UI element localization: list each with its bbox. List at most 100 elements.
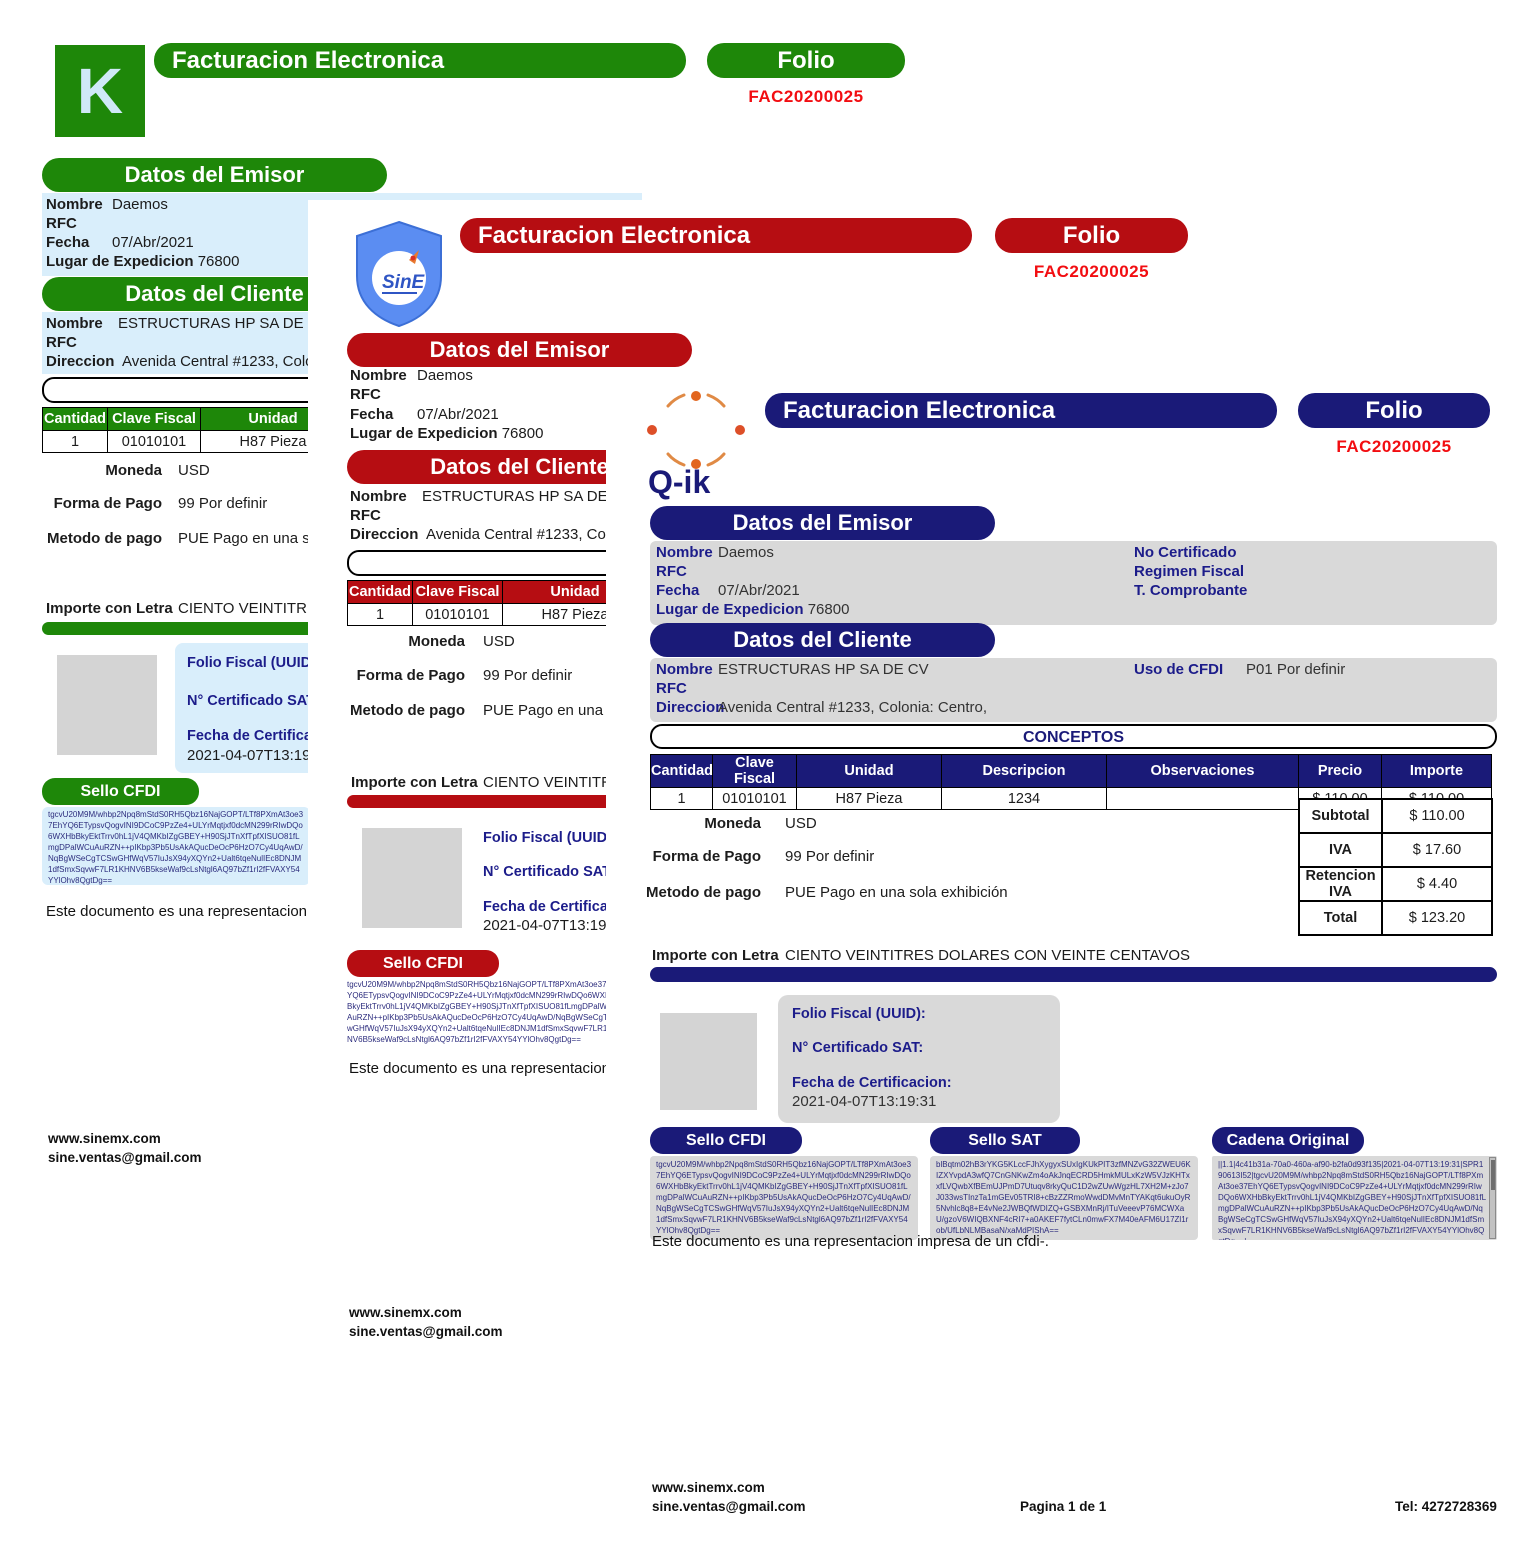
qr-placeholder xyxy=(660,1013,757,1110)
green-title-bar: Facturacion Electronica xyxy=(154,43,686,78)
retencion-iva-value: $ 4.40 xyxy=(1381,866,1493,902)
cadena-original-pill: Cadena Original xyxy=(1212,1127,1364,1154)
fecha-cert-value: 2021-04-07T13:19:31 xyxy=(187,747,332,764)
fecha-cert-label: Fecha de Certificacion: xyxy=(792,1075,952,1091)
col-unidad: Unidad xyxy=(796,754,942,788)
totals-table: Subtotal $ 110.00 IVA $ 17.60 Retencion IV… xyxy=(1298,798,1493,936)
col-cantidad: Cantidad xyxy=(42,407,108,431)
col-clave-fiscal: Clave Fiscal xyxy=(107,407,201,431)
col-importe: Importe xyxy=(1381,754,1492,788)
iva-value: $ 17.60 xyxy=(1381,832,1493,868)
blue-fiscal-box xyxy=(778,995,1060,1123)
fecha-cert-label: Fecha de Certificacion: xyxy=(483,899,643,915)
blue-qik-logo-icon xyxy=(647,391,745,469)
col-descripcion: Descripcion xyxy=(941,754,1107,788)
emisor-lugar-row: Lugar de Expedicion 76800 xyxy=(350,425,544,442)
cadena-scrollbar-thumb[interactable] xyxy=(1491,1160,1495,1190)
green-sello-cfdi-pill: Sello CFDI xyxy=(42,778,199,805)
green-folio-bar: Folio xyxy=(707,43,905,78)
forma-pago-label: Forma de Pago xyxy=(53,495,162,512)
metodo-pago-label: Metodo de pago xyxy=(350,702,465,719)
blue-folio-number: FAC20200025 xyxy=(1336,437,1452,456)
footer-web: www.sinemx.com xyxy=(652,1480,765,1495)
red-shield-logo-icon: SinE xyxy=(356,220,442,328)
blue-cliente-box xyxy=(650,658,1497,722)
blue-title-bar: Facturacion Electronica xyxy=(765,393,1277,428)
blue-conceptos-table: Cantidad Clave Fiscal Unidad Descripcion… xyxy=(650,754,1492,810)
cliente-nombre-row: Nombre ESTRUCTURAS HP SA DE CV xyxy=(656,661,929,678)
col-clave-fiscal: Clave Fiscal xyxy=(712,754,797,788)
importe-letra-value: CIENTO VEINTITRES DOLARES CON VEINTE CEN… xyxy=(785,947,1191,964)
moneda-value: USD xyxy=(785,815,817,832)
emisor-fecha-row: Fecha 07/Abr/2021 xyxy=(46,234,194,251)
fecha-cert-label: Fecha de Certificacion: xyxy=(187,728,347,744)
cell-cantidad: 1 xyxy=(650,787,713,810)
cfdi-legend: Este documento es una representacion imp… xyxy=(652,1233,1049,1250)
red-title-bar: Facturacion Electronica xyxy=(460,218,972,253)
importe-letra-label: Importe con Letra xyxy=(652,947,779,964)
cell-descripcion: 1234 xyxy=(941,787,1107,810)
uso-cfdi-label: Uso de CFDI xyxy=(1134,661,1224,678)
footer-web: www.sinemx.com xyxy=(349,1305,462,1320)
table-header-row: Cantidad Clave Fiscal Unidad Descripcion… xyxy=(650,754,1492,788)
emisor-fecha-row: Fecha 07/Abr/2021 xyxy=(656,582,800,599)
red-folio-bar: Folio xyxy=(995,218,1188,253)
cert-sat-label: N° Certificado SAT: xyxy=(792,1040,924,1056)
emisor-rfc-row: RFC xyxy=(350,386,381,403)
moneda-label: Moneda xyxy=(704,815,761,832)
metodo-pago-value: PUE Pago en una sola exhibición xyxy=(785,884,1008,901)
cadena-scrollbar[interactable] xyxy=(1489,1157,1496,1239)
col-cantidad: Cantidad xyxy=(347,580,413,604)
fecha-cert-value: 2021-04-07T13:19:31 xyxy=(792,1093,937,1110)
red-sello-cfdi-pill: Sello CFDI xyxy=(347,950,499,977)
iva-row: IVA $ 17.60 xyxy=(1298,832,1493,868)
iva-label: IVA xyxy=(1298,832,1383,868)
moneda-value: USD xyxy=(483,633,515,650)
cliente-rfc-row: RFC xyxy=(656,680,687,697)
sello-cfdi-pill: Sello CFDI xyxy=(650,1127,802,1154)
sello-cfdi-text[interactable]: tgcvU20M9M/whbp2Npq8mStdS0RH5Qbz16NajGOP… xyxy=(42,807,310,885)
metodo-pago-label: Metodo de pago xyxy=(646,884,761,901)
sello-cfdi-text[interactable]: tgcvU20M9M/whbp2Npq8mStdS0RH5Qbz16NajGOP… xyxy=(347,980,619,1044)
emisor-lugar-row: Lugar de Expedicion 76800 xyxy=(46,253,240,270)
footer-web: www.sinemx.com xyxy=(48,1131,161,1146)
cert-sat-label: N° Certificado SAT: xyxy=(187,693,319,709)
col-precio: Precio xyxy=(1298,754,1382,788)
moneda-label: Moneda xyxy=(408,633,465,650)
cell-clave: 01010101 xyxy=(412,603,503,626)
emisor-nombre-row: Nombre Daemos xyxy=(656,544,774,561)
blue-folio-bar: Folio xyxy=(1298,393,1490,428)
total-row: Total $ 123.20 xyxy=(1298,900,1493,936)
metodo-pago-label: Metodo de pago xyxy=(47,530,162,547)
forma-pago-label: Forma de Pago xyxy=(356,667,465,684)
footer-email: sine.ventas@gmail.com xyxy=(349,1324,503,1339)
blue-conceptos-bar: CONCEPTOS xyxy=(650,724,1497,749)
uso-cfdi-value: P01 Por definir xyxy=(1246,661,1346,678)
green-logo-k-icon: K xyxy=(55,45,145,137)
sello-sat-text[interactable]: blBqtm02hB3rYKG5KLccFJhXygyxSUxIgKUkPIT3… xyxy=(930,1156,1198,1240)
col-observaciones: Observaciones xyxy=(1106,754,1299,788)
cell-clave: 01010101 xyxy=(712,787,797,810)
green-section-emisor: Datos del Emisor xyxy=(42,158,387,192)
uuid-label: Folio Fiscal (UUID): xyxy=(792,1006,926,1022)
cell-unidad: H87 Pieza xyxy=(796,787,942,810)
sello-cfdi-text[interactable]: tgcvU20M9M/whbp2Npq8mStdS0RH5Qbz16NajGOP… xyxy=(650,1156,918,1240)
uuid-label: Folio Fiscal (UUID): xyxy=(483,830,617,846)
cadena-original-text[interactable]: ||1.1|4c41b31a-70a0-460a-af90-b2fa0d93f1… xyxy=(1212,1156,1497,1240)
subtotal-value: $ 110.00 xyxy=(1381,798,1493,834)
cell-clave: 01010101 xyxy=(107,430,201,453)
importe-letra-label: Importe con Letra xyxy=(351,774,478,791)
invoice-page-blue: Q-ik Facturacion Electronica Folio FAC20… xyxy=(606,378,1539,1556)
forma-pago-value: 99 Por definir xyxy=(178,495,268,512)
forma-pago-value: 99 Por definir xyxy=(483,667,573,684)
importe-letra-label: Importe con Letra xyxy=(46,600,173,617)
tipo-comprobante-label: T. Comprobante xyxy=(1134,582,1248,599)
cliente-direccion-row: DireccionAvenida Central #1233, Colonia:… xyxy=(656,699,988,716)
cliente-nombre-row: Nombre ESTRUCTURAS HP SA DE CV xyxy=(46,315,329,332)
subtotal-label: Subtotal xyxy=(1298,798,1383,834)
cell-cantidad: 1 xyxy=(42,430,108,453)
uuid-label: Folio Fiscal (UUID): xyxy=(187,655,321,671)
svg-text:SinE: SinE xyxy=(382,272,426,293)
total-value: $ 123.20 xyxy=(1381,900,1493,936)
